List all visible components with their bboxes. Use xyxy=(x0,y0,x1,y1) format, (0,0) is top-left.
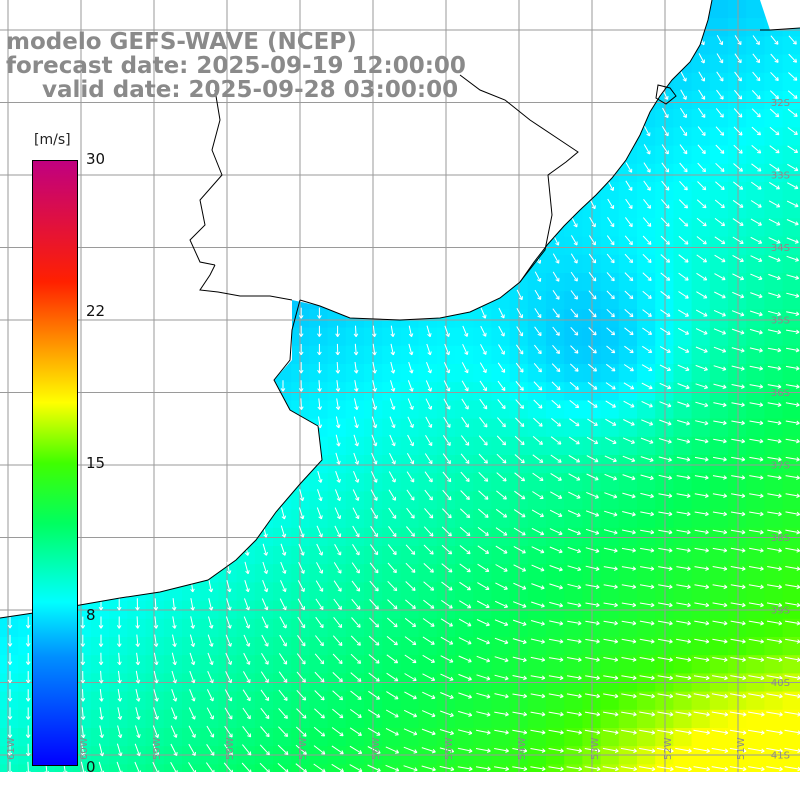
colorbar-tick-30: 30 xyxy=(86,150,105,168)
lat-label: 34S xyxy=(771,243,790,254)
lat-label: 38S xyxy=(771,533,790,544)
colorbar-unit: [m/s] xyxy=(34,132,71,148)
lon-label: 57W xyxy=(298,737,309,760)
lat-label: 37S xyxy=(771,461,790,472)
lat-label: 33S xyxy=(771,171,790,182)
lon-label: 59W xyxy=(152,737,163,760)
colorbar-tick-15: 15 xyxy=(86,454,105,472)
lon-label: 56W xyxy=(371,737,382,760)
lon-label: 58W xyxy=(225,737,236,760)
valid-date: valid date: 2025-09-28 03:00:00 xyxy=(6,78,566,102)
forecast-date: forecast date: 2025-09-19 12:00:00 xyxy=(6,54,566,78)
lon-label: 51W xyxy=(736,737,747,760)
lat-label: 36S xyxy=(771,388,790,399)
lat-label: 40S xyxy=(771,678,790,689)
lon-label: 53W xyxy=(590,737,601,760)
lon-label: 60W xyxy=(79,737,90,760)
lon-label: 54W xyxy=(517,737,528,760)
colorbar-tick-8: 8 xyxy=(86,606,96,624)
lon-label: 52W xyxy=(663,737,674,760)
lon-label: 55W xyxy=(444,737,455,760)
lon-label: 61W xyxy=(6,737,17,760)
colorbar-tick-22: 22 xyxy=(86,302,105,320)
map-header: modelo GEFS-WAVE (NCEP) forecast date: 2… xyxy=(6,30,566,102)
colorbar xyxy=(32,160,78,766)
lat-label: 39S xyxy=(771,606,790,617)
model-title: modelo GEFS-WAVE (NCEP) xyxy=(6,30,566,54)
lat-label: 41S xyxy=(771,751,790,762)
lat-label: 32S xyxy=(771,98,790,109)
lat-label: 35S xyxy=(771,316,790,327)
colorbar-tick-0: 0 xyxy=(86,758,96,776)
